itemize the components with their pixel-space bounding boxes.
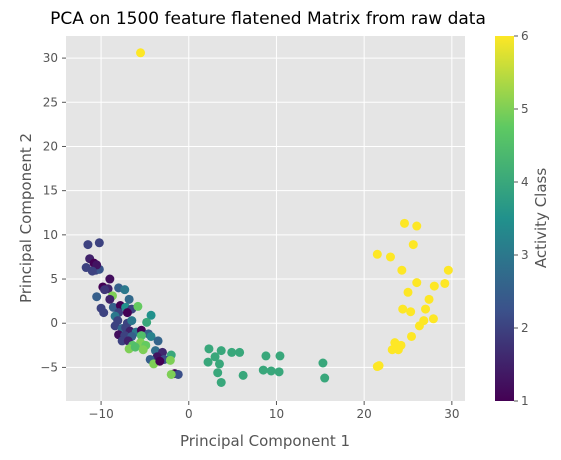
scatter-point	[136, 48, 146, 58]
scatter-point	[372, 362, 382, 372]
scatter-point	[235, 347, 245, 357]
colorbar-tick-label: 3	[521, 248, 529, 262]
scatter-point	[165, 355, 175, 365]
scatter-point	[130, 342, 140, 352]
scatter-point	[216, 377, 226, 387]
colorbar-tick-label: 5	[521, 102, 529, 116]
colorbar-tick-label: 6	[521, 29, 529, 43]
scatter-point	[261, 351, 271, 361]
scatter-point	[210, 352, 220, 362]
chart-title: PCA on 1500 feature flatened Matrix from…	[50, 9, 486, 29]
scatter-point	[120, 285, 130, 295]
scatter-point	[258, 365, 268, 375]
scatter-point	[105, 294, 115, 304]
scatter-point	[407, 331, 417, 341]
scatter-point	[146, 331, 156, 341]
scatter-point	[320, 373, 330, 383]
scatter-point	[216, 346, 226, 356]
scatter-point	[166, 369, 176, 379]
scatter-point	[142, 317, 152, 327]
scatter-point	[204, 344, 214, 354]
x-tick-label: 30	[444, 407, 459, 421]
scatter-point	[87, 266, 97, 276]
scatter-point	[146, 310, 156, 320]
scatter-point	[412, 221, 422, 231]
scatter-point	[83, 240, 93, 250]
scatter-point	[421, 304, 431, 314]
scatter-point	[214, 359, 224, 369]
scatter-point	[429, 281, 439, 291]
scatter-point	[138, 345, 148, 355]
scatter-point	[213, 368, 223, 378]
scatter-point	[100, 285, 110, 295]
scatter-point	[318, 358, 328, 368]
colorbar-tick-label: 4	[521, 175, 529, 189]
y-tick-label: 15	[43, 184, 58, 198]
scatter-point	[403, 287, 413, 297]
scatter-point	[398, 304, 408, 314]
x-axis-ticks: −10 0 10 20 30	[88, 401, 459, 421]
y-tick-label: 25	[43, 95, 58, 109]
scatter-point	[414, 321, 424, 331]
colorbar-ticks: 1 2 3 4 5 6	[514, 29, 529, 408]
scatter-point	[440, 278, 450, 288]
y-axis-label: Principal Component 2	[17, 133, 35, 303]
scatter-point	[136, 331, 146, 341]
y-tick-label: 20	[43, 139, 58, 153]
scatter-point	[110, 321, 120, 331]
colorbar-tick-label: 2	[521, 321, 529, 335]
scatter-point	[203, 357, 213, 367]
scatter-point	[385, 252, 395, 262]
y-tick-label: 5	[50, 272, 58, 286]
x-tick-label: −10	[88, 407, 113, 421]
scatter-point	[99, 308, 109, 318]
scatter-point	[397, 265, 407, 275]
scatter-point	[133, 301, 143, 311]
scatter-point	[408, 240, 418, 250]
scatter-point	[227, 347, 237, 357]
scatter-point	[124, 294, 134, 304]
scatter-point	[424, 294, 434, 304]
x-tick-label: 20	[357, 407, 372, 421]
scatter-point	[274, 367, 284, 377]
scatter-point	[372, 249, 382, 259]
scatter-point	[105, 274, 115, 284]
scatter-point	[275, 351, 285, 361]
scatter-point	[266, 366, 276, 376]
x-axis-label: Principal Component 1	[180, 432, 350, 450]
grid	[66, 36, 465, 401]
x-tick-label: 10	[269, 407, 284, 421]
scatter-point	[94, 238, 104, 248]
y-tick-label: 30	[43, 51, 58, 65]
y-tick-label: 0	[50, 316, 58, 330]
scatter-point	[443, 265, 453, 275]
scatter-point	[428, 314, 438, 324]
y-tick-label: −5	[40, 360, 58, 374]
scatter-point	[393, 345, 403, 355]
scatter-points	[81, 48, 453, 387]
scatter-point	[399, 218, 409, 228]
scatter-point	[173, 369, 183, 379]
y-axis-ticks: −5 0 5 10 15 20 25 30	[40, 51, 66, 374]
colorbar	[495, 36, 514, 401]
scatter-point	[153, 336, 163, 346]
scatter-point	[238, 370, 248, 380]
scatter-point	[127, 316, 137, 326]
scatter-point	[155, 356, 165, 366]
x-tick-label: 0	[185, 407, 193, 421]
scatter-point	[122, 308, 132, 318]
scatter-point	[406, 307, 416, 317]
colorbar-label: Activity Class	[532, 168, 550, 269]
scatter-point	[92, 292, 102, 302]
scatter-point	[412, 278, 422, 288]
colorbar-tick-label: 1	[521, 394, 529, 408]
y-tick-label: 10	[43, 228, 58, 242]
